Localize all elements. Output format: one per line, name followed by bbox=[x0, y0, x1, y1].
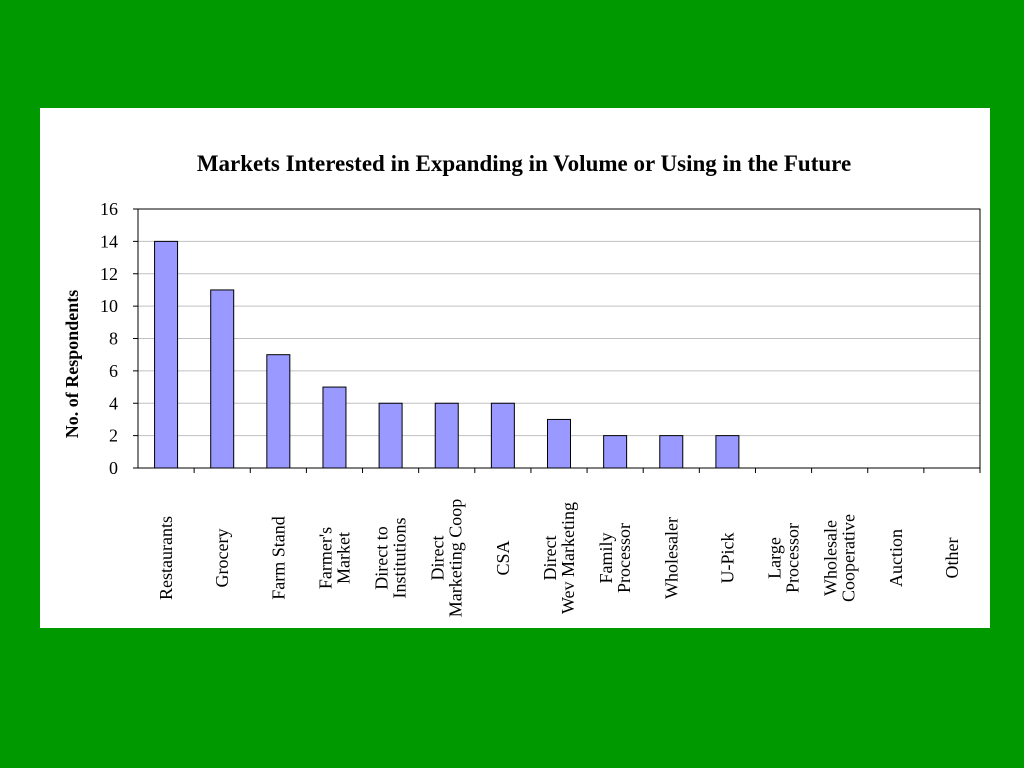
x-category-label-line: Processor bbox=[783, 523, 803, 593]
x-category-label: U-Pick bbox=[717, 533, 737, 584]
x-category-label: Other bbox=[942, 538, 962, 579]
x-category-label-line: Processor bbox=[614, 523, 634, 593]
x-category-label-line: Direct to bbox=[372, 526, 392, 589]
x-category-label-line: Large bbox=[765, 537, 785, 579]
y-tick-label: 12 bbox=[100, 264, 118, 284]
x-category-label: DirectWev Marketing bbox=[540, 502, 578, 614]
x-category-label-line: Wholesaler bbox=[661, 517, 681, 599]
bar bbox=[434, 402, 459, 469]
y-tick-label: 16 bbox=[100, 199, 118, 219]
x-category-label-line: Grocery bbox=[212, 529, 232, 588]
bar bbox=[266, 354, 291, 469]
bar bbox=[322, 386, 347, 469]
x-category-label: DirectMarketing Coop bbox=[428, 499, 466, 618]
bar bbox=[659, 435, 684, 469]
x-category-label-line: Other bbox=[942, 538, 962, 579]
x-category-label-line: Restaurants bbox=[156, 516, 176, 600]
x-category-label-line: Farmer's bbox=[315, 527, 335, 589]
x-category-label: Farm Stand bbox=[268, 516, 288, 600]
x-category-label: LargeProcessor bbox=[765, 523, 803, 593]
x-category-label-line: Direct bbox=[540, 536, 560, 581]
y-tick-label: 8 bbox=[109, 329, 118, 349]
chart-title: Markets Interested in Expanding in Volum… bbox=[197, 151, 851, 176]
x-category-label-line: Wev Marketing bbox=[558, 502, 578, 614]
bar bbox=[154, 240, 179, 469]
bar bbox=[603, 435, 628, 469]
x-category-label-line: Auction bbox=[886, 529, 906, 587]
y-tick-label: 6 bbox=[109, 361, 118, 381]
gridlines bbox=[138, 240, 980, 437]
chart-panel: Markets Interested in Expanding in Volum… bbox=[40, 108, 990, 628]
x-category-label: CSA bbox=[493, 540, 513, 575]
y-axis-label: No. of Respondents bbox=[62, 290, 82, 439]
x-category-label: WholesaleCooperative bbox=[821, 514, 859, 602]
category-labels: Restaurants Grocery Farm Stand Farmer'sMark… bbox=[156, 499, 962, 618]
y-axis-ticks: 0 2 4 6 8 10 12 14 16 bbox=[100, 199, 981, 478]
y-tick-label: 2 bbox=[109, 426, 118, 446]
x-category-label: Farmer'sMarket bbox=[315, 527, 353, 589]
x-category-label: Grocery bbox=[212, 529, 232, 588]
x-category-label-line: Market bbox=[333, 532, 353, 584]
y-tick-label: 4 bbox=[109, 393, 118, 413]
x-category-label-line: Wholesale bbox=[821, 520, 841, 596]
bar bbox=[490, 402, 515, 469]
bar bbox=[378, 402, 403, 469]
x-category-label: FamilyProcessor bbox=[596, 523, 634, 593]
x-category-label: Auction bbox=[886, 529, 906, 587]
bar bbox=[547, 418, 571, 469]
x-category-label: Wholesaler bbox=[661, 517, 681, 599]
bar bbox=[210, 289, 235, 469]
x-category-label-line: CSA bbox=[493, 540, 513, 575]
bars bbox=[154, 240, 740, 469]
x-category-label-line: U-Pick bbox=[717, 533, 737, 584]
x-category-label-line: Direct bbox=[428, 536, 448, 581]
x-category-label: Restaurants bbox=[156, 516, 176, 600]
x-category-label-line: Farm Stand bbox=[268, 516, 288, 600]
x-category-label-line: Cooperative bbox=[839, 514, 859, 602]
y-tick-label: 0 bbox=[109, 458, 118, 478]
y-tick-label: 10 bbox=[100, 296, 118, 316]
x-category-label-line: Marketing Coop bbox=[446, 499, 466, 618]
bar-chart: Markets Interested in Expanding in Volum… bbox=[62, 151, 981, 618]
x-category-label: Direct toInstitutions bbox=[372, 517, 410, 598]
x-category-label-line: Institutions bbox=[390, 517, 410, 598]
y-tick-label: 14 bbox=[100, 231, 118, 251]
bar bbox=[715, 435, 740, 469]
x-category-label-line: Family bbox=[596, 532, 616, 583]
